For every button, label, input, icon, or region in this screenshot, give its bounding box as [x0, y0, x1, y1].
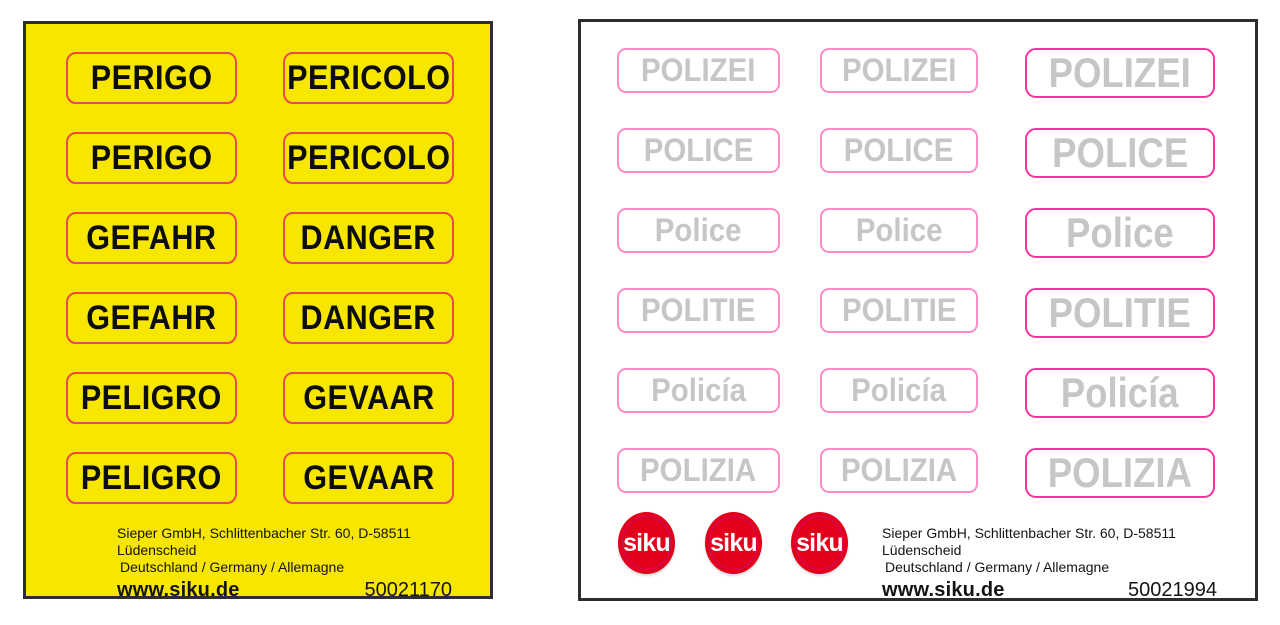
police-sticker: POLITIE — [617, 288, 780, 333]
manufacturer-address-line2: Deutschland / Germany / Allemagne — [885, 559, 1110, 575]
warning-sticker: PELIGRO — [66, 372, 237, 424]
product-number: 50021994 — [1128, 579, 1217, 601]
warning-sticker: PERIGO — [66, 52, 237, 104]
police-sticker-label: POLICE — [643, 132, 754, 168]
siku-logo-text: siku — [623, 528, 671, 557]
police-sticker: POLITIE — [820, 288, 978, 333]
warning-sticker-sheet: PERIGO PERICOLO PERIGO PERICOLO GEFAHR D… — [23, 21, 493, 602]
warning-sticker-label: PERIGO — [90, 58, 213, 97]
police-sticker-label: Police — [655, 212, 742, 248]
police-sticker: Police — [1025, 208, 1215, 258]
police-sticker: POLIZIA — [1025, 448, 1215, 498]
siku-logo: siku — [705, 512, 762, 574]
warning-sticker: GEVAAR — [283, 372, 454, 424]
police-sticker: POLIZEI — [617, 48, 780, 93]
warning-sticker: PERICOLO — [283, 52, 454, 104]
siku-logo: siku — [791, 512, 848, 574]
manufacturer-address-line1: Sieper GmbH, Schlittenbacher Str. 60, D-… — [117, 525, 411, 558]
warning-sticker-label: GEVAAR — [302, 458, 435, 497]
siku-website-url: www.siku.de — [117, 579, 240, 601]
police-sticker-label: POLICE — [844, 132, 954, 168]
warning-sticker-label: PELIGRO — [81, 458, 222, 497]
warning-sticker-label: PELIGRO — [81, 378, 222, 417]
police-sticker-label: POLIZEI — [641, 52, 756, 88]
siku-logo: siku — [618, 512, 675, 574]
warning-sticker: DANGER — [283, 292, 454, 344]
police-sticker-label: POLIZIA — [1047, 449, 1193, 496]
police-sticker: Policía — [617, 368, 780, 413]
police-sticker: POLIZEI — [1025, 48, 1215, 98]
police-sticker: POLICE — [1025, 128, 1215, 178]
siku-website-url: www.siku.de — [882, 579, 1005, 601]
warning-sticker: DANGER — [283, 212, 454, 264]
warning-sticker: GEFAHR — [66, 292, 237, 344]
police-sticker-sheet: POLIZEI POLIZEI POLIZEI POLICE POLICE PO… — [578, 19, 1258, 601]
police-sticker: POLICE — [820, 128, 978, 173]
police-sticker-label: POLICE — [1051, 129, 1189, 176]
warning-sticker-label: PERICOLO — [286, 58, 451, 97]
warning-sticker: GEVAAR — [283, 452, 454, 504]
manufacturer-info: Sieper GmbH, Schlittenbacher Str. 60, D-… — [117, 525, 452, 602]
warning-sticker-label: GEVAAR — [302, 378, 435, 417]
warning-sticker-label: DANGER — [300, 298, 437, 337]
warning-sticker-label: PERIGO — [90, 138, 213, 177]
police-sticker: Policía — [820, 368, 978, 413]
product-number: 50021170 — [364, 579, 453, 601]
police-sticker-label: Police — [1066, 209, 1174, 256]
police-sticker-label: POLIZEI — [841, 52, 957, 88]
police-sticker-label: POLIZIA — [840, 452, 958, 488]
manufacturer-address-line2: Deutschland / Germany / Allemagne — [120, 559, 345, 575]
warning-sticker: GEFAHR — [66, 212, 237, 264]
siku-logo-text: siku — [710, 528, 758, 557]
police-sticker-label: Policía — [1061, 369, 1179, 416]
warning-sticker-label: DANGER — [300, 218, 437, 257]
warning-sticker-label: GEFAHR — [86, 218, 217, 257]
police-sticker-label: Policía — [851, 372, 947, 408]
police-sticker-label: POLIZEI — [1048, 49, 1192, 96]
manufacturer-info: Sieper GmbH, Schlittenbacher Str. 60, D-… — [882, 525, 1217, 602]
police-sticker: POLITIE — [1025, 288, 1215, 338]
police-sticker-label: Policía — [651, 372, 746, 408]
warning-sticker: PERIGO — [66, 132, 237, 184]
police-sticker: Policía — [1025, 368, 1215, 418]
warning-sticker: PELIGRO — [66, 452, 237, 504]
manufacturer-address-line1: Sieper GmbH, Schlittenbacher Str. 60, D-… — [882, 525, 1176, 558]
police-sticker: POLIZEI — [820, 48, 978, 93]
police-sticker: Police — [820, 208, 978, 253]
police-sticker-label: POLIZIA — [640, 452, 757, 488]
police-sticker-label: POLITIE — [1048, 289, 1192, 336]
police-sticker: POLIZIA — [617, 448, 780, 493]
siku-logo-text: siku — [796, 528, 844, 557]
police-sticker-label: POLITIE — [641, 292, 756, 328]
police-sticker: Police — [617, 208, 780, 253]
police-sticker: POLICE — [617, 128, 780, 173]
warning-sticker: PERICOLO — [283, 132, 454, 184]
police-sticker-label: POLITIE — [841, 292, 957, 328]
police-sticker: POLIZIA — [820, 448, 978, 493]
warning-sticker-label: PERICOLO — [286, 138, 451, 177]
warning-sticker-label: GEFAHR — [86, 298, 217, 337]
police-sticker-label: Police — [855, 212, 943, 248]
